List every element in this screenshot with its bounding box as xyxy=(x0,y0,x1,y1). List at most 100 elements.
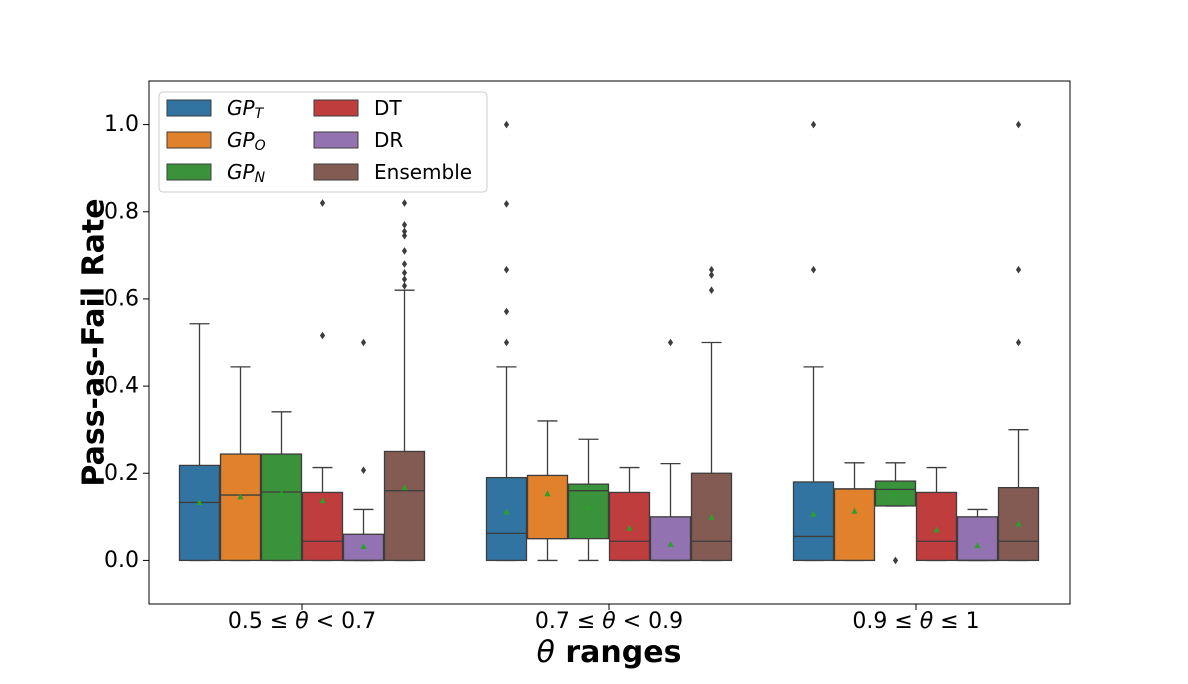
outlier-point xyxy=(401,227,408,236)
mean-marker xyxy=(974,542,981,549)
mean-marker xyxy=(585,503,592,510)
legend-label: DR xyxy=(374,128,403,152)
legend-item-dr: DR xyxy=(313,128,403,152)
outlier-point xyxy=(360,338,367,347)
outlier-point xyxy=(319,331,326,340)
box-dr-group-2 xyxy=(649,338,692,562)
box-ensemble-group-1 xyxy=(383,199,426,562)
box-body xyxy=(383,450,426,562)
outlier-point xyxy=(810,120,817,129)
y-tick-label: 1.0 xyxy=(104,112,139,137)
outlier-point xyxy=(503,120,510,129)
box-body xyxy=(956,516,999,562)
legend-item-gp-n: GPN xyxy=(166,160,266,186)
outlier-point xyxy=(401,199,408,207)
outlier-point xyxy=(503,338,510,347)
box-gp-t-group-3 xyxy=(792,120,835,562)
outlier-point xyxy=(503,265,510,274)
mean-marker xyxy=(851,507,858,514)
outlier-point xyxy=(360,466,367,474)
box-ensemble-group-2 xyxy=(690,265,733,562)
box-dt-group-1 xyxy=(301,199,344,562)
box-gp-t-group-2 xyxy=(485,120,528,562)
legend-swatch xyxy=(166,163,212,181)
x-tick-label: 0.5 ≤ θ < 0.7 xyxy=(228,609,376,634)
box-body xyxy=(567,483,610,540)
box-body xyxy=(219,453,262,562)
box-body xyxy=(485,476,528,562)
box-gp-t-group-1 xyxy=(178,323,221,562)
box-gp-o-group-3 xyxy=(833,462,876,562)
outlier-point xyxy=(810,265,817,274)
mean-marker xyxy=(503,508,510,515)
x-axis-label: θ ranges xyxy=(537,635,682,670)
legend: GPT GPO GPN DT DR Ensemble xyxy=(158,91,488,193)
legend-swatch xyxy=(313,163,359,181)
legend-label: DT xyxy=(374,96,402,120)
outlier-point xyxy=(401,275,408,284)
mean-marker xyxy=(667,540,674,547)
y-axis: 0.0 0.2 0.4 0.6 0.8 1.0 xyxy=(104,112,149,573)
x-tick-label: 0.7 ≤ θ < 0.9 xyxy=(535,609,683,634)
outlier-point xyxy=(503,307,510,316)
box-dt-group-3 xyxy=(915,466,958,562)
outlier-point xyxy=(401,247,408,255)
legend-item-gp-t: GPT xyxy=(166,96,265,122)
mean-marker xyxy=(933,526,940,533)
x-tick-label: 0.9 ≤ θ ≤ 1 xyxy=(852,609,979,634)
legend-item-gp-o: GPO xyxy=(166,128,266,154)
box-body xyxy=(260,453,303,562)
legend-label: GPN xyxy=(227,160,266,186)
y-tick-label: 0.8 xyxy=(104,199,139,224)
outlier-point xyxy=(708,286,715,294)
box-body xyxy=(792,481,835,562)
mean-marker xyxy=(401,484,408,491)
box-gp-o-group-2 xyxy=(526,420,569,562)
y-tick-label: 0.2 xyxy=(104,461,139,486)
box-dr-group-1 xyxy=(342,338,385,562)
y-tick-label: 0.0 xyxy=(104,548,139,573)
boxes-layer xyxy=(178,120,1040,565)
box-gp-n-group-3 xyxy=(874,462,917,565)
legend-label: GPT xyxy=(227,96,265,122)
box-body xyxy=(526,474,569,540)
outlier-point xyxy=(667,338,674,347)
mean-marker xyxy=(237,493,244,500)
outlier-point xyxy=(401,231,408,240)
mean-marker xyxy=(360,543,367,550)
mean-marker xyxy=(196,499,203,506)
box-gp-n-group-2 xyxy=(567,438,610,562)
box-gp-n-group-1 xyxy=(260,411,303,562)
mean-marker xyxy=(544,490,551,497)
outlier-point xyxy=(401,260,408,268)
mean-marker xyxy=(892,491,899,498)
legend-label: Ensemble xyxy=(374,160,472,184)
mean-marker xyxy=(278,490,285,497)
outlier-point xyxy=(503,200,510,208)
outlier-point xyxy=(319,199,326,207)
box-dr-group-3 xyxy=(956,508,999,562)
outlier-point xyxy=(1015,120,1022,129)
outlier-point xyxy=(708,271,715,279)
mean-marker xyxy=(626,524,633,531)
legend-label: GPO xyxy=(227,128,266,154)
y-tick-label: 0.4 xyxy=(104,374,139,399)
box-body xyxy=(301,491,344,562)
outlier-point xyxy=(892,556,899,565)
legend-swatch xyxy=(166,99,212,117)
legend-item-ensemble: Ensemble xyxy=(313,160,472,184)
legend-swatch xyxy=(166,131,212,149)
outlier-point xyxy=(401,268,408,277)
legend-swatch xyxy=(313,131,359,149)
box-dt-group-2 xyxy=(608,466,651,562)
mean-marker xyxy=(1015,520,1022,527)
legend-item-dt: DT xyxy=(313,96,402,120)
mean-marker xyxy=(810,510,817,517)
outlier-point xyxy=(1015,338,1022,347)
box-body xyxy=(178,464,221,562)
mean-marker xyxy=(708,513,715,520)
box-body xyxy=(833,488,876,562)
box-body xyxy=(649,516,692,562)
outlier-point xyxy=(708,265,715,274)
